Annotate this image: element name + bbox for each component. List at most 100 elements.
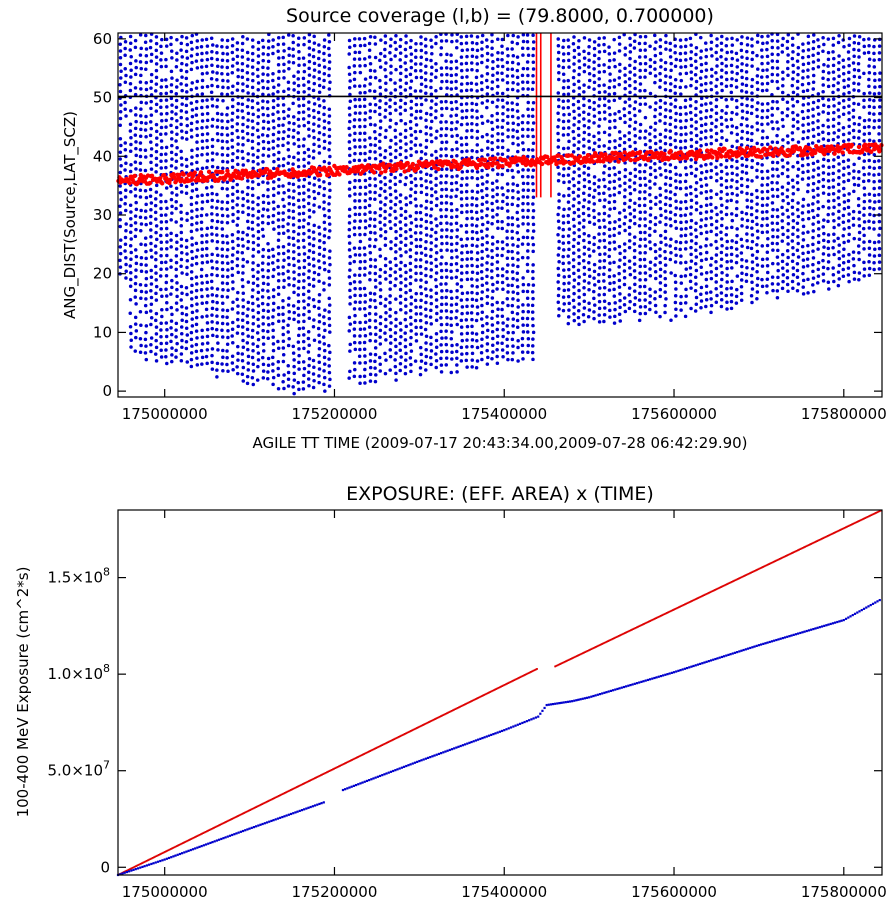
coverage-point [632, 208, 637, 212]
coverage-point [612, 58, 616, 62]
coverage-point [622, 296, 627, 300]
coverage-point [582, 117, 586, 121]
coverage-point [316, 272, 321, 277]
coverage-point [383, 263, 388, 268]
coverage-point [245, 327, 250, 332]
coverage-point [668, 176, 673, 181]
coverage-point [444, 342, 449, 347]
coverage-point [693, 262, 698, 266]
coverage-point [688, 279, 693, 284]
coverage-point [403, 209, 408, 214]
coverage-point [409, 106, 413, 110]
coverage-point [373, 325, 378, 330]
coverage-point [674, 111, 678, 116]
coverage-point [449, 242, 454, 246]
coverage-point [679, 220, 683, 225]
coverage-point [622, 262, 627, 266]
coverage-point [627, 293, 632, 297]
coverage-point [419, 55, 424, 60]
coverage-point [271, 132, 276, 137]
coverage-point [383, 68, 387, 72]
coverage-point [576, 207, 581, 212]
coverage-point [287, 262, 291, 267]
coverage-point [133, 214, 138, 218]
coverage-point [133, 221, 138, 225]
coverage-point [531, 242, 536, 247]
coverage-point [296, 131, 300, 135]
coverage-point [215, 213, 219, 217]
coverage-point [521, 147, 526, 152]
coverage-point [327, 256, 332, 260]
coverage-point [571, 258, 576, 262]
coverage-point [445, 288, 449, 293]
coverage-point [231, 57, 235, 61]
coverage-point [271, 375, 276, 380]
coverage-point [297, 367, 301, 371]
coverage-point [444, 275, 449, 279]
coverage-point [189, 135, 194, 139]
coverage-point [490, 113, 494, 118]
coverage-point [159, 125, 164, 130]
coverage-point [394, 277, 398, 281]
coverage-point [566, 45, 571, 49]
coverage-point [693, 275, 698, 280]
coverage-point [160, 145, 164, 150]
coverage-point [251, 288, 255, 292]
coverage-point [531, 74, 535, 78]
coverage-point [159, 260, 164, 265]
coverage-point [714, 111, 719, 116]
coverage-point [398, 37, 403, 42]
coverage-point [413, 298, 418, 303]
coverage-point [307, 215, 312, 219]
coverage-point [403, 365, 408, 369]
coverage-point [516, 82, 520, 86]
coverage-point [567, 301, 571, 306]
coverage-point [669, 271, 673, 275]
coverage-point [480, 101, 485, 105]
coverage-point [384, 297, 388, 302]
coverage-point [496, 50, 500, 55]
coverage-point [159, 247, 164, 251]
coverage-point [602, 42, 606, 47]
coverage-point [484, 38, 489, 42]
coverage-point [566, 234, 571, 238]
coverage-point [190, 263, 194, 267]
coverage-point [475, 62, 480, 66]
coverage-point [271, 348, 276, 353]
coverage-point [648, 44, 652, 48]
coverage-point [444, 336, 448, 340]
coverage-point [730, 158, 734, 162]
coverage-point [236, 304, 240, 308]
coverage-point [185, 218, 189, 222]
coverage-point [490, 80, 495, 84]
coverage-point [653, 229, 657, 233]
coverage-point [571, 204, 576, 208]
coverage-point [465, 237, 470, 241]
coverage-point [460, 210, 464, 215]
coverage-point [714, 260, 718, 264]
coverage-point [301, 285, 306, 290]
coverage-point [159, 321, 163, 325]
coverage-point [374, 238, 378, 242]
coverage-point [261, 274, 265, 279]
coverage-point [149, 153, 154, 158]
coverage-point [200, 99, 205, 103]
coverage-point [118, 49, 123, 53]
coverage-point [618, 116, 622, 121]
coverage-point [404, 142, 408, 146]
coverage-point [328, 188, 332, 193]
coverage-point [627, 124, 632, 128]
coverage-point [230, 260, 234, 264]
coverage-point [485, 227, 489, 231]
coverage-point [710, 54, 714, 58]
coverage-point [684, 58, 688, 62]
coverage-point [317, 353, 321, 358]
coverage-point [445, 248, 449, 252]
coverage-point [587, 78, 592, 83]
coverage-point [225, 112, 229, 117]
coverage-point [210, 320, 214, 324]
coverage-point [241, 325, 245, 329]
coverage-point [394, 263, 398, 268]
coverage-point [138, 114, 143, 118]
coverage-point [577, 221, 582, 225]
